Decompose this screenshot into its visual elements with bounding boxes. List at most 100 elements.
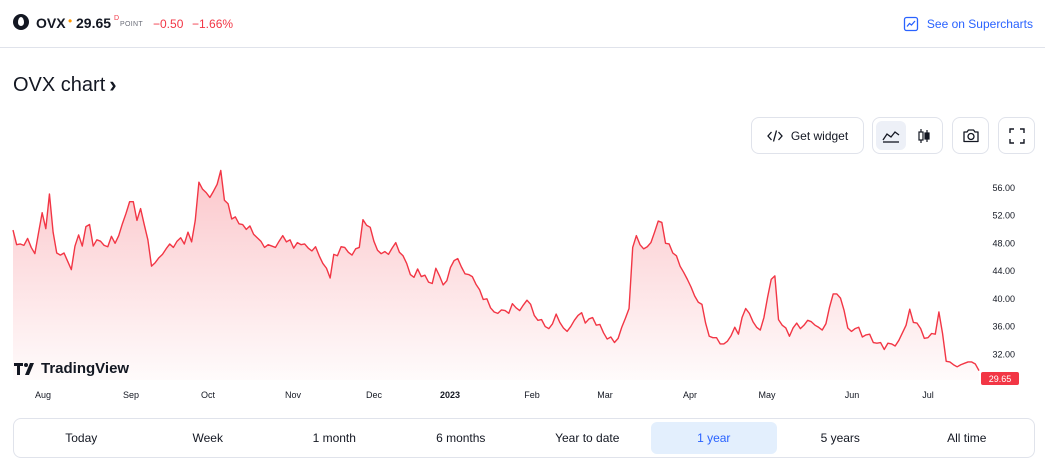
- data-point: [282, 234, 284, 236]
- market-status-dot: •: [68, 14, 73, 28]
- range-1-month[interactable]: 1 month: [312, 431, 356, 445]
- data-point: [799, 327, 801, 329]
- x-tick-label: 2023: [440, 390, 460, 400]
- y-tick-label: 36.00: [992, 322, 1015, 332]
- data-point: [409, 273, 411, 275]
- data-point: [278, 240, 280, 242]
- data-point: [249, 225, 251, 227]
- chart-title-link[interactable]: OVX chart ›: [13, 74, 117, 97]
- data-point: [365, 224, 367, 226]
- data-point: [894, 345, 896, 347]
- data-point: [354, 248, 356, 250]
- data-point: [515, 307, 517, 309]
- data-point: [642, 248, 644, 250]
- data-point: [12, 229, 14, 231]
- data-point: [314, 246, 316, 248]
- data-point: [438, 275, 440, 277]
- data-point: [303, 243, 305, 245]
- x-tick-label: Feb: [524, 390, 540, 400]
- tradingview-logo[interactable]: TradingView: [14, 360, 129, 377]
- data-point: [602, 332, 604, 334]
- data-point: [909, 308, 911, 310]
- data-point: [194, 219, 196, 221]
- y-tick-label: 44.00: [992, 266, 1015, 276]
- data-point: [741, 316, 743, 318]
- data-point: [431, 282, 433, 284]
- symbol-name[interactable]: OVX: [36, 15, 66, 31]
- data-point: [617, 337, 619, 339]
- data-point: [646, 246, 648, 248]
- data-point: [967, 361, 969, 363]
- data-point: [420, 275, 422, 277]
- chart-style-toggle: [872, 117, 943, 154]
- data-point: [292, 247, 294, 249]
- x-tick-label: Aug: [35, 390, 51, 400]
- data-point: [595, 324, 597, 326]
- candles-style-button[interactable]: [910, 121, 940, 150]
- area-style-button[interactable]: [876, 121, 906, 150]
- range-today[interactable]: Today: [65, 431, 98, 445]
- data-point: [934, 333, 936, 335]
- data-point: [686, 278, 688, 280]
- x-tick-label: Oct: [201, 390, 216, 400]
- data-point: [256, 237, 258, 239]
- price-chart[interactable]: 56.00 52.00 48.00 44.00 40.00 36.00 32.00 Aug S…: [0, 160, 1045, 410]
- fullscreen-button[interactable]: [998, 117, 1035, 154]
- data-point: [606, 338, 608, 340]
- range-1-year[interactable]: 1 year: [650, 422, 777, 454]
- range-year-to-date[interactable]: Year to date: [555, 431, 620, 445]
- data-point: [566, 330, 568, 332]
- snapshot-button[interactable]: [952, 117, 989, 154]
- data-point: [311, 250, 313, 252]
- range-6-months[interactable]: 6 months: [436, 431, 486, 445]
- data-point: [376, 249, 378, 251]
- data-point: [978, 369, 980, 371]
- data-point: [548, 327, 550, 329]
- data-point: [814, 324, 816, 326]
- range-5-years[interactable]: 5 years: [820, 431, 860, 445]
- data-point: [307, 247, 309, 249]
- data-point: [176, 240, 178, 242]
- data-point: [475, 283, 477, 285]
- data-point: [544, 325, 546, 327]
- symbol-header: OVX • 29.65 D POINT −0.50 −1.66% See on …: [0, 0, 1045, 48]
- data-point: [37, 232, 39, 234]
- data-point: [482, 298, 484, 300]
- see-on-supercharts-link[interactable]: See on Supercharts: [903, 15, 1033, 33]
- data-point: [223, 199, 225, 201]
- data-point: [828, 306, 830, 308]
- data-point: [216, 183, 218, 185]
- data-point: [263, 246, 265, 248]
- data-point: [187, 231, 189, 233]
- data-point: [52, 231, 54, 233]
- data-point: [701, 303, 703, 305]
- x-tick-label: Apr: [683, 390, 697, 400]
- y-tick-label: 52.00: [992, 211, 1015, 221]
- data-point: [77, 234, 79, 236]
- area-fill: [13, 170, 979, 380]
- data-point: [803, 324, 805, 326]
- data-point: [777, 318, 779, 320]
- range-all-time[interactable]: All time: [947, 431, 987, 445]
- y-tick-label: 56.00: [992, 183, 1015, 193]
- data-point: [916, 322, 918, 324]
- data-point: [362, 218, 364, 220]
- data-point: [118, 234, 120, 236]
- data-point: [737, 333, 739, 335]
- y-axis: 56.00 52.00 48.00 44.00 40.00 36.00 32.00: [992, 183, 1015, 360]
- data-point: [971, 361, 973, 363]
- y-tick-label: 40.00: [992, 294, 1015, 304]
- get-widget-button[interactable]: Get widget: [751, 117, 864, 154]
- data-point: [876, 342, 878, 344]
- data-point: [661, 221, 663, 223]
- data-point: [941, 332, 943, 334]
- data-point: [395, 241, 397, 243]
- x-tick-label: May: [758, 390, 776, 400]
- data-point: [715, 336, 717, 338]
- range-week[interactable]: Week: [192, 431, 223, 445]
- data-point: [150, 265, 152, 267]
- data-point: [631, 246, 633, 248]
- data-point: [158, 257, 160, 259]
- data-point: [952, 364, 954, 366]
- data-point: [241, 223, 243, 225]
